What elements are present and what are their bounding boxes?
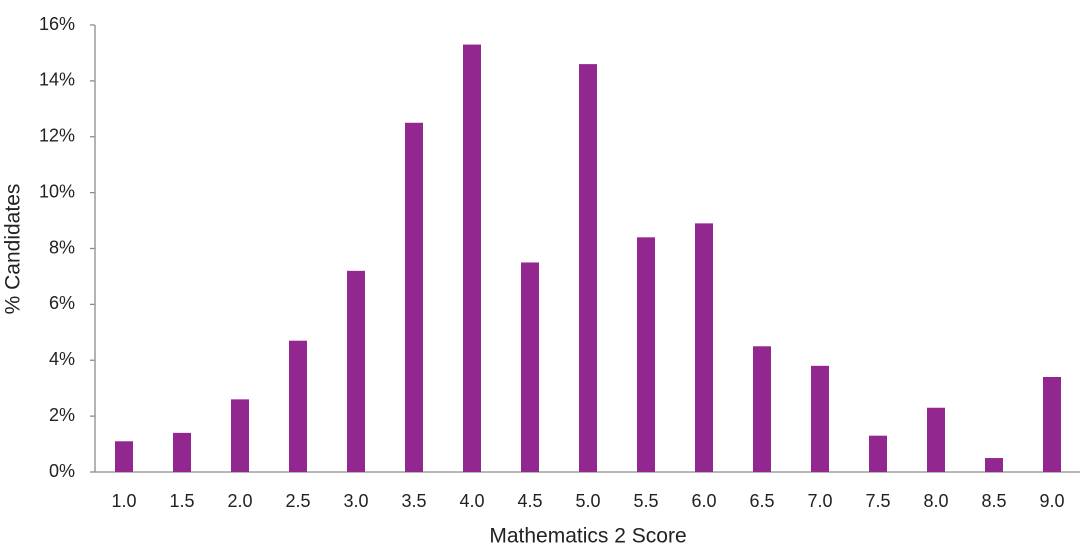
x-tick-label: 8.0 <box>923 491 948 511</box>
x-tick-label: 8.5 <box>981 491 1006 511</box>
bar <box>1043 377 1061 472</box>
bar <box>347 270 365 472</box>
x-tick-label: 5.0 <box>575 491 600 511</box>
y-tick-label: 6% <box>49 293 75 313</box>
bar <box>637 237 655 472</box>
bar <box>289 340 307 472</box>
y-tick-label: 8% <box>49 237 75 257</box>
x-tick-label: 6.5 <box>749 491 774 511</box>
x-tick-label: 7.5 <box>865 491 890 511</box>
bar <box>985 458 1003 472</box>
x-tick-label: 9.0 <box>1039 491 1064 511</box>
bar <box>579 64 597 473</box>
y-tick-label: 10% <box>39 181 75 201</box>
x-tick-label: 3.5 <box>401 491 426 511</box>
bar <box>695 223 713 472</box>
x-tick-label: 4.0 <box>459 491 484 511</box>
y-tick-label: 2% <box>49 405 75 425</box>
x-tick-label: 2.5 <box>285 491 310 511</box>
bar <box>753 346 771 472</box>
x-tick-label: 7.0 <box>807 491 832 511</box>
y-tick-label: 16% <box>39 14 75 34</box>
bar <box>521 262 539 472</box>
bar <box>231 399 249 472</box>
x-tick-label: 1.5 <box>169 491 194 511</box>
x-tick-label: 4.5 <box>517 491 542 511</box>
bar <box>115 441 133 472</box>
x-tick-label: 6.0 <box>691 491 716 511</box>
x-axis-title: Mathematics 2 Score <box>489 525 686 548</box>
bar <box>811 365 829 472</box>
y-tick-label: 0% <box>49 461 75 481</box>
bar <box>405 122 423 472</box>
bar <box>173 432 191 472</box>
bar <box>927 407 945 472</box>
x-tick-label: 3.0 <box>343 491 368 511</box>
y-tick-label: 12% <box>39 126 75 146</box>
x-tick-label: 5.5 <box>633 491 658 511</box>
y-axis-title: % Candidates <box>2 184 25 315</box>
x-tick-label: 1.0 <box>111 491 136 511</box>
x-tick-label: 2.0 <box>227 491 252 511</box>
y-tick-label: 4% <box>49 349 75 369</box>
bar <box>463 44 481 473</box>
y-tick-label: 14% <box>39 70 75 90</box>
bar <box>869 435 887 472</box>
